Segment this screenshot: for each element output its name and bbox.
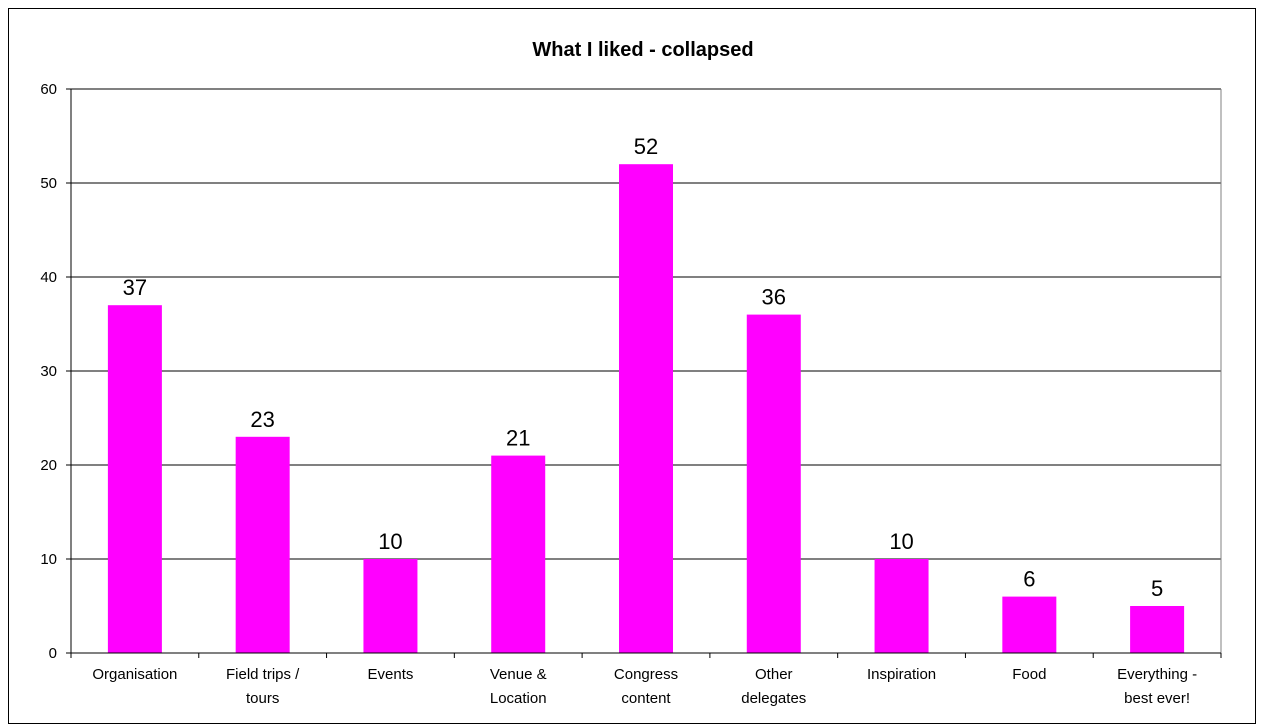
- y-tick-label: 10: [40, 551, 57, 568]
- y-tick-label: 50: [40, 175, 57, 192]
- data-label: 23: [250, 407, 274, 432]
- x-category-label: Food: [1012, 666, 1046, 683]
- bars: [107, 164, 1185, 653]
- data-label: 21: [506, 426, 530, 451]
- bar: [874, 559, 929, 653]
- x-category-label: Other delegates: [741, 666, 806, 707]
- data-label: 10: [889, 529, 913, 554]
- bar: [619, 164, 673, 653]
- bar: [107, 305, 162, 653]
- bar: [1130, 606, 1185, 653]
- x-category-label: Congress content: [614, 666, 678, 707]
- y-tick-label: 0: [49, 645, 57, 662]
- x-axis-labels: Organisation Field trips / tours Events Venu…: [92, 666, 1197, 707]
- y-tick-label: 60: [40, 81, 57, 98]
- data-label: 36: [762, 285, 786, 310]
- y-tick-label: 40: [40, 269, 57, 286]
- chart-title: What I liked - collapsed: [532, 39, 753, 61]
- data-label: 37: [123, 275, 147, 300]
- x-category-label: Inspiration: [867, 666, 936, 683]
- data-labels: 37 23 10 21 52 36 10 6 5: [123, 134, 1164, 601]
- x-category-label: Events: [368, 666, 414, 683]
- y-tick-label: 20: [40, 457, 57, 474]
- data-label: 6: [1023, 567, 1035, 592]
- x-category-label: Organisation: [92, 666, 177, 683]
- x-category-label: Field trips / tours: [226, 666, 300, 707]
- data-label: 52: [634, 134, 658, 159]
- bar: [491, 455, 546, 653]
- x-category-label: Venue & Location: [490, 666, 547, 707]
- x-category-label: Everything -best ever!: [1117, 666, 1197, 707]
- bar: [363, 559, 418, 653]
- y-axis-ticks: 0 10 20 30 40 50 60: [40, 81, 71, 662]
- data-label: 10: [378, 529, 402, 554]
- bar: [746, 314, 801, 653]
- bar: [235, 436, 290, 653]
- bar: [1002, 596, 1057, 653]
- data-label: 5: [1151, 576, 1163, 601]
- y-tick-label: 30: [40, 363, 57, 380]
